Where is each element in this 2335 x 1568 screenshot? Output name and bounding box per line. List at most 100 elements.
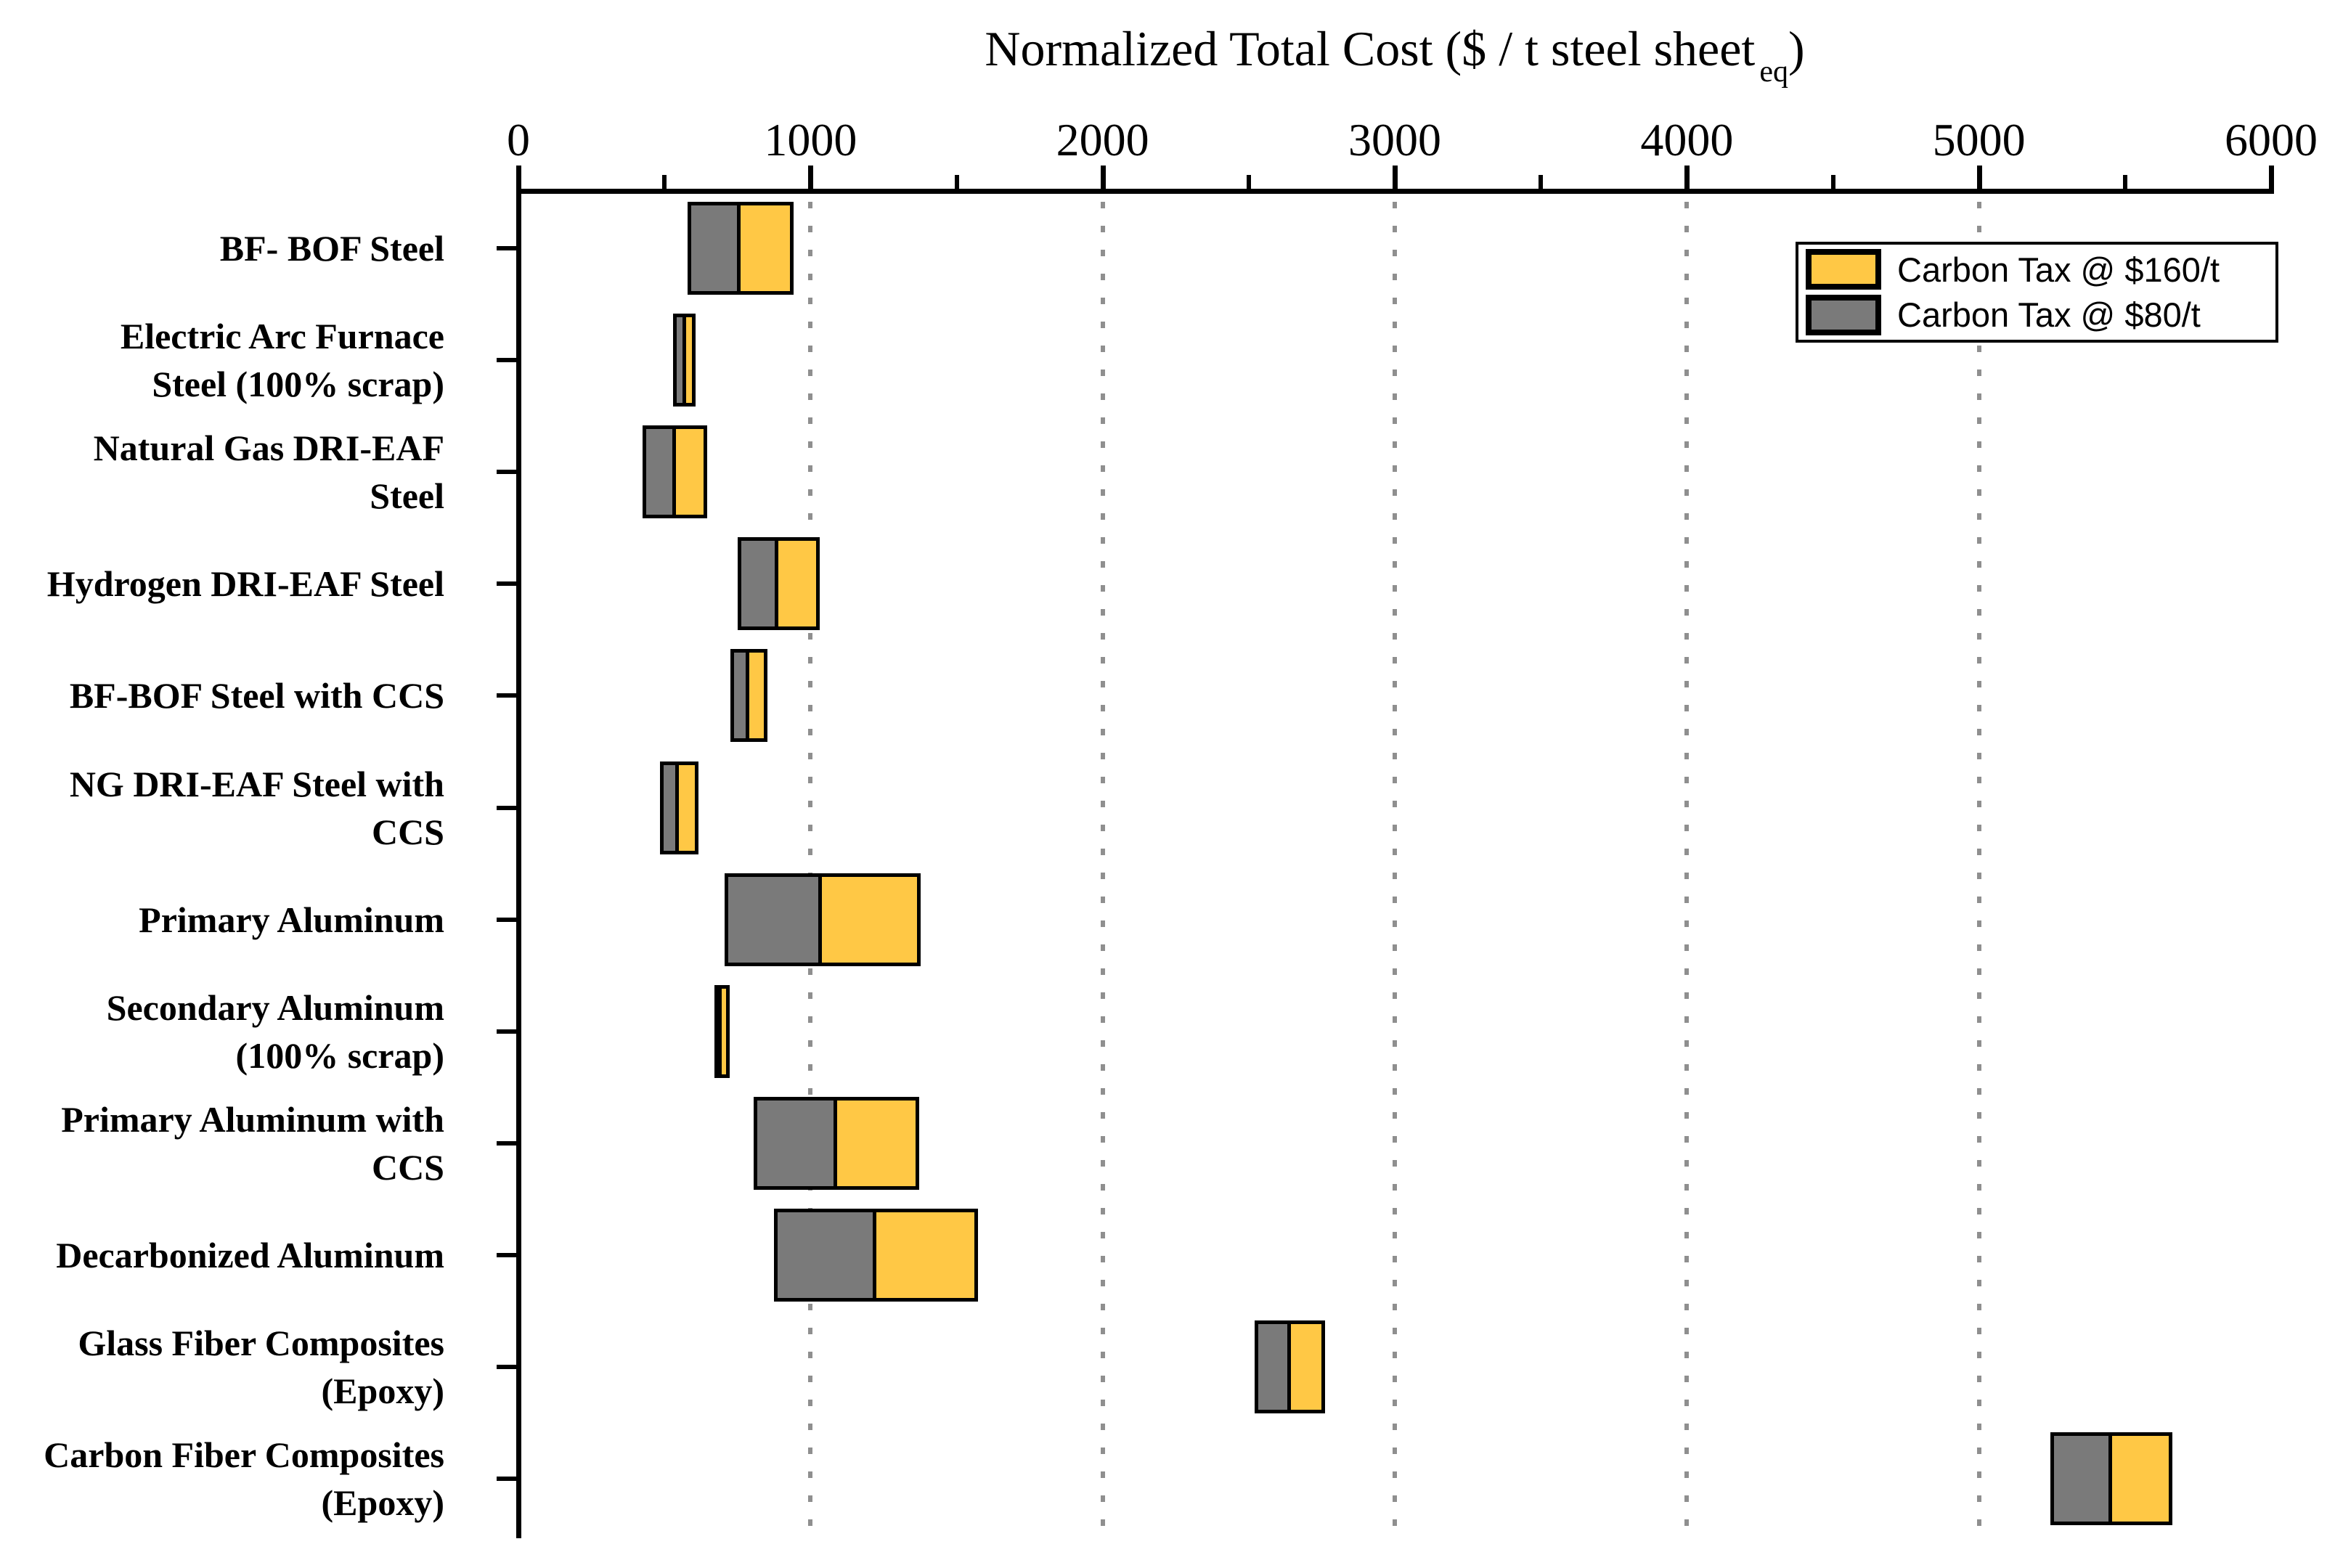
category-label-1: Electric Arc Furnace Steel (100% scrap) <box>0 312 444 408</box>
y-axis-line <box>516 189 521 1538</box>
category-label-10: Glass Fiber Composites (Epoxy) <box>0 1319 444 1415</box>
chart-title-main: Normalized Total Cost ($ / t steel sheet <box>985 21 1756 76</box>
bar-6-segment-tax160 <box>818 873 921 966</box>
bar-8-segment-tax160 <box>833 1096 920 1190</box>
category-label-line: Primary Aluminum <box>139 899 444 940</box>
bar-11-segment-tax80 <box>2050 1432 2113 1526</box>
legend-item-tax160: Carbon Tax @ $160/t <box>1806 248 2275 291</box>
x-tick-3000 <box>1393 166 1398 189</box>
bar-10-segment-tax80 <box>1254 1320 1292 1413</box>
x-tick-label-3000: 3000 <box>1348 114 1441 166</box>
legend-swatch-tax80 <box>1806 294 1881 335</box>
y-tick-3 <box>497 581 518 587</box>
bar-3-segment-tax80 <box>737 537 780 631</box>
x-tick-5000 <box>1976 166 1982 189</box>
x-minor-tick-500 <box>662 175 667 189</box>
x-tick-label-6000: 6000 <box>2225 114 2318 166</box>
x-minor-tick-5500 <box>2122 175 2127 189</box>
x-tick-1000 <box>808 166 814 189</box>
y-tick-4 <box>497 693 518 698</box>
gridline-4000 <box>1684 202 1690 1533</box>
x-tick-2000 <box>1100 166 1106 189</box>
category-label-11: Carbon Fiber Composites (Epoxy) <box>0 1431 444 1527</box>
bar-1-segment-tax160 <box>682 314 696 407</box>
category-label-line: Steel <box>370 475 444 517</box>
category-label-line: CCS <box>371 811 444 852</box>
chart-title-suffix: ) <box>1788 21 1805 76</box>
y-tick-5 <box>497 805 518 810</box>
bar-4-segment-tax160 <box>745 649 767 743</box>
chart-title: Normalized Total Cost ($ / t steel sheet… <box>518 20 2271 89</box>
x-tick-label-0: 0 <box>507 114 530 166</box>
x-tick-label-2000: 2000 <box>1056 114 1149 166</box>
x-tick-label-5000: 5000 <box>1932 114 2026 166</box>
bar-0-segment-tax80 <box>688 202 741 295</box>
bar-2-segment-tax160 <box>672 425 708 519</box>
category-label-6: Primary Aluminum <box>0 896 444 944</box>
y-tick-8 <box>497 1140 518 1146</box>
category-label-line: (Epoxy) <box>321 1482 444 1524</box>
bar-6-segment-tax80 <box>724 873 823 966</box>
bar-3-segment-tax160 <box>775 537 820 631</box>
gridline-3000 <box>1393 202 1397 1533</box>
bar-9-segment-tax80 <box>774 1208 877 1302</box>
y-tick-2 <box>497 470 518 475</box>
category-label-line: Natural Gas DRI-EAF <box>93 428 444 469</box>
category-label-8: Primary Aluminum with CCS <box>0 1095 444 1191</box>
bar-5-segment-tax160 <box>675 761 699 854</box>
bar-10-segment-tax160 <box>1287 1320 1326 1413</box>
category-label-line: BF-BOF Steel with CCS <box>69 675 444 716</box>
category-label-0: BF- BOF Steel <box>0 224 444 272</box>
chart-title-subscript: eq <box>1759 55 1788 89</box>
category-label-line: Electric Arc Furnace <box>120 316 444 357</box>
category-label-line: Glass Fiber Composites <box>78 1323 444 1363</box>
bar-0-segment-tax160 <box>736 202 794 295</box>
legend-item-tax80: Carbon Tax @ $80/t <box>1806 293 2275 337</box>
category-label-line: Secondary Aluminum <box>106 987 444 1028</box>
bar-2-segment-tax80 <box>642 425 677 519</box>
x-tick-label-4000: 4000 <box>1640 114 1734 166</box>
y-tick-0 <box>497 246 518 250</box>
legend-label-tax160: Carbon Tax @ $160/t <box>1897 250 2220 289</box>
category-label-2: Natural Gas DRI-EAF Steel <box>0 424 444 520</box>
x-minor-tick-4500 <box>1830 175 1835 189</box>
y-tick-9 <box>497 1252 518 1257</box>
x-tick-4000 <box>1684 166 1690 189</box>
x-minor-tick-3500 <box>1539 175 1544 189</box>
category-label-line: (Epoxy) <box>321 1371 444 1411</box>
x-minor-tick-2500 <box>1246 175 1251 189</box>
category-label-line: Hydrogen DRI-EAF Steel <box>46 563 444 605</box>
gridline-1000 <box>808 202 813 1533</box>
x-minor-tick-1500 <box>954 175 959 189</box>
category-label-7: Secondary Aluminum (100% scrap) <box>0 984 444 1079</box>
category-label-line: Decarbonized Aluminum <box>56 1234 444 1275</box>
y-tick-11 <box>497 1477 518 1482</box>
category-label-line: Steel (100% scrap) <box>152 364 444 405</box>
bar-7-segment-tax160 <box>717 984 730 1078</box>
category-label-line: Primary Aluminum with <box>61 1098 444 1140</box>
bar-11-segment-tax160 <box>2108 1432 2173 1526</box>
x-tick-6000 <box>2269 166 2274 189</box>
gridline-2000 <box>1100 202 1105 1533</box>
bar-8-segment-tax80 <box>753 1096 838 1190</box>
category-label-line: (100% scrap) <box>235 1034 444 1076</box>
x-tick-label-1000: 1000 <box>764 114 857 166</box>
y-tick-10 <box>497 1365 518 1369</box>
legend: Carbon Tax @ $160/t Carbon Tax @ $80/t <box>1796 242 2278 343</box>
category-label-3: Hydrogen DRI-EAF Steel <box>0 560 444 608</box>
x-tick-0 <box>516 166 521 189</box>
x-axis-line <box>516 189 2274 194</box>
gridline-5000 <box>1976 202 1981 1533</box>
y-tick-6 <box>497 917 518 922</box>
legend-swatch-tax160 <box>1806 249 1881 290</box>
category-label-line: NG DRI-EAF Steel with <box>69 763 444 804</box>
bar-9-segment-tax160 <box>872 1208 978 1302</box>
category-label-5: NG DRI-EAF Steel with CCS <box>0 760 444 856</box>
category-label-9: Decarbonized Aluminum <box>0 1231 444 1279</box>
category-label-line: Carbon Fiber Composites <box>44 1434 444 1476</box>
legend-label-tax80: Carbon Tax @ $80/t <box>1897 295 2201 335</box>
y-tick-1 <box>497 358 518 363</box>
y-tick-7 <box>497 1029 518 1034</box>
category-label-line: CCS <box>371 1146 444 1188</box>
